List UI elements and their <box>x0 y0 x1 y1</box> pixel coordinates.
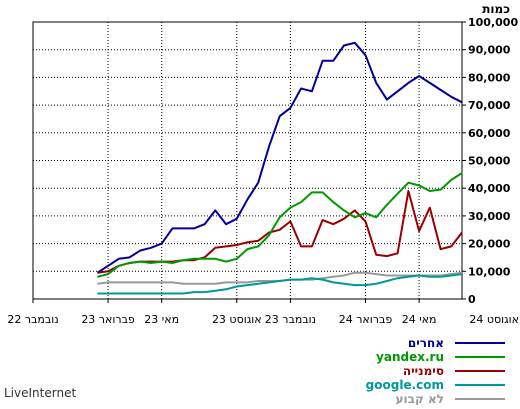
series-line <box>97 172 463 278</box>
brand-label: LiveInternet <box>4 386 77 400</box>
x-tick-label: פברואר 23 <box>81 313 135 326</box>
series-line <box>97 273 463 295</box>
x-tick-label: נובמבר 23 <box>265 313 316 326</box>
y-tick-label: 80,000 <box>468 71 511 84</box>
legend-label: אחרים <box>408 336 444 350</box>
plot-area <box>32 21 463 300</box>
y-axis-label: כמות <box>482 2 510 16</box>
y-tick-label: 10,000 <box>468 265 511 278</box>
legend-label: סימנייה <box>403 364 444 378</box>
x-axis: נובמבר 22 פברואר 23 מאי 23 אוגוסט 23 נובמבר … <box>7 299 519 326</box>
x-tick-label: אוגוסט 23 <box>212 313 262 326</box>
x-tick-label: מאי 24 <box>402 313 437 326</box>
series-lines <box>96 41 463 295</box>
legend-label: google.com <box>366 378 444 392</box>
y-tick-label: 70,000 <box>468 99 511 112</box>
y-tick-label: 60,000 <box>468 127 511 140</box>
y-tick-label: 100,000 <box>468 16 518 29</box>
y-tick-label: 20,000 <box>468 238 511 251</box>
y-axis: 0 10,000 20,000 30,000 40,000 50,000 60,000 70,… <box>462 16 518 306</box>
grid <box>33 22 462 299</box>
x-tick-label: פברואר 24 <box>339 313 393 326</box>
y-tick-label: 50,000 <box>468 155 511 168</box>
y-tick-label: 40,000 <box>468 182 511 195</box>
x-tick-label: מאי 23 <box>144 313 179 326</box>
series-line <box>96 41 463 274</box>
x-tick-label: אוגוסט 24 <box>469 313 519 326</box>
x-tick-label: נובמבר 22 <box>7 313 58 326</box>
y-tick-label: 30,000 <box>468 210 511 223</box>
legend-label: yandex.ru <box>376 350 444 364</box>
y-tick-label: 0 <box>468 293 476 306</box>
y-tick-label: 90,000 <box>468 44 511 57</box>
legend-label: לא קבוע <box>396 392 444 405</box>
